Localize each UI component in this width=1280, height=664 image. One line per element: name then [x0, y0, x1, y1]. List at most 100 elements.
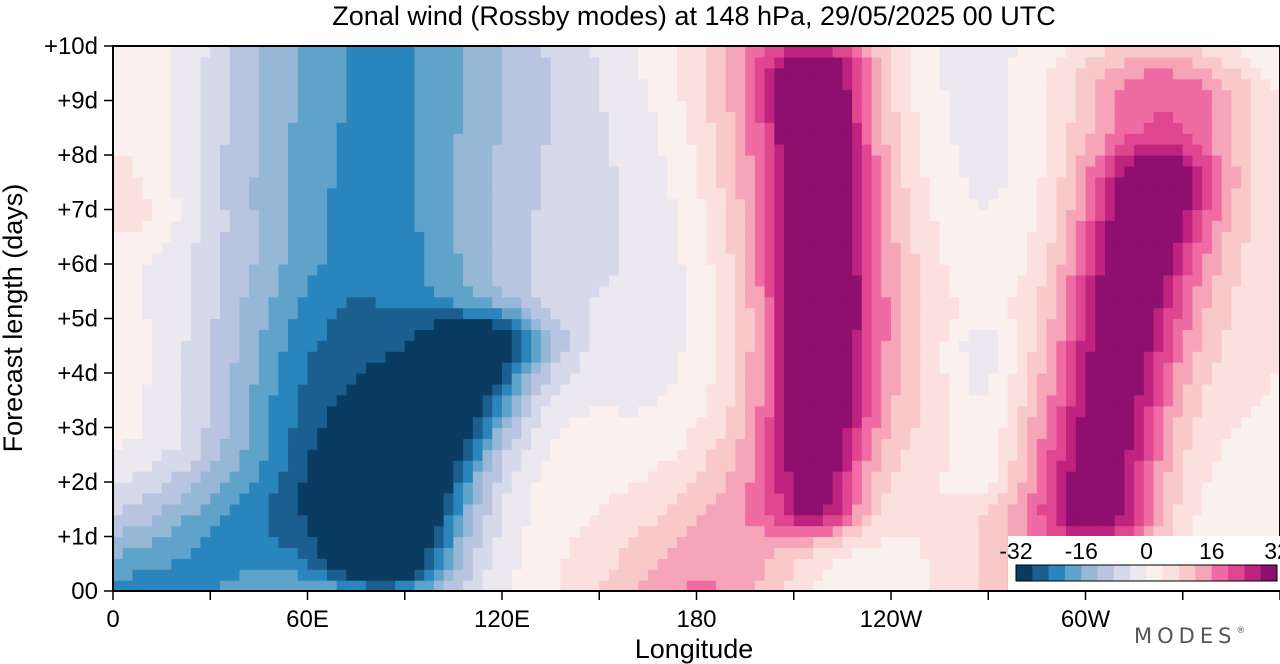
- field-cell: [453, 383, 464, 396]
- field-cell: [550, 165, 561, 178]
- field-cell: [891, 329, 902, 341]
- field-cell: [570, 394, 581, 407]
- field-cell: [336, 165, 347, 178]
- field-cell: [852, 253, 863, 265]
- field-cell: [424, 296, 435, 309]
- field-cell: [531, 525, 542, 538]
- field-cell: [657, 285, 668, 298]
- field-cell: [326, 133, 338, 145]
- field-cell: [842, 176, 853, 189]
- field-cell: [404, 427, 416, 439]
- field-cell: [181, 242, 192, 254]
- field-cell: [579, 492, 591, 505]
- field-cell: [181, 438, 192, 450]
- field-cell: [968, 405, 980, 418]
- field-cell: [239, 449, 250, 461]
- field-cell: [1046, 514, 1057, 527]
- field-cell: [570, 274, 581, 287]
- field-cell: [638, 514, 649, 527]
- field-cell: [988, 394, 999, 407]
- field-cell: [122, 503, 134, 516]
- field-cell: [1202, 405, 1213, 418]
- field-cell: [433, 547, 445, 559]
- field-cell: [210, 514, 221, 527]
- field-cell: [920, 536, 931, 548]
- field-cell: [638, 253, 649, 265]
- field-cell: [365, 176, 377, 189]
- field-cell: [774, 373, 785, 385]
- field-cell: [346, 416, 357, 429]
- field-cell: [511, 285, 523, 298]
- field-cell: [317, 253, 328, 265]
- field-cell: [288, 165, 299, 178]
- field-cell: [1250, 253, 1262, 265]
- field-cell: [1104, 427, 1116, 439]
- field-cell: [521, 242, 532, 254]
- field-cell: [638, 580, 649, 591]
- field-cell: [842, 155, 853, 167]
- field-cell: [1036, 351, 1048, 363]
- field-cell: [949, 580, 960, 591]
- field-cell: [1027, 503, 1038, 516]
- field-cell: [142, 187, 153, 200]
- field-cell: [832, 536, 843, 548]
- field-cell: [579, 209, 591, 221]
- field-cell: [365, 274, 377, 287]
- field-cell: [997, 525, 1009, 538]
- field-cell: [540, 394, 552, 407]
- field-cell: [968, 427, 980, 439]
- field-cell: [570, 492, 581, 505]
- field-cell: [1182, 329, 1194, 341]
- field-cell: [1017, 187, 1028, 200]
- field-cell: [113, 416, 124, 429]
- field-cell: [268, 394, 279, 407]
- field-cell: [1241, 274, 1252, 287]
- field-cell: [852, 296, 863, 309]
- field-cell: [959, 569, 970, 581]
- field-cell: [142, 285, 153, 298]
- field-cell: [404, 558, 416, 570]
- field-cell: [395, 144, 406, 156]
- field-cell: [200, 274, 211, 287]
- field-cell: [356, 198, 367, 211]
- field-cell: [968, 438, 980, 450]
- field-cell: [433, 307, 445, 320]
- field-cell: [326, 492, 338, 505]
- field-cell: [151, 307, 163, 320]
- field-cell: [492, 329, 503, 341]
- field-cell: [1260, 329, 1271, 341]
- field-cell: [317, 525, 328, 538]
- field-cell: [618, 155, 630, 167]
- field-cell: [667, 569, 678, 581]
- field-cell: [667, 373, 678, 385]
- field-cell: [754, 373, 766, 385]
- field-cell: [997, 492, 1009, 505]
- field-cell: [1104, 416, 1116, 429]
- field-cell: [1143, 318, 1155, 330]
- field-cell: [715, 362, 727, 374]
- field-cell: [472, 373, 484, 385]
- field-cell: [803, 274, 814, 287]
- field-cell: [667, 329, 678, 341]
- field-cell: [492, 525, 503, 538]
- field-cell: [1182, 318, 1194, 330]
- field-cell: [200, 460, 211, 472]
- field-cell: [531, 482, 542, 494]
- field-cell: [1095, 296, 1106, 309]
- field-cell: [852, 558, 863, 570]
- field-cell: [375, 492, 386, 505]
- field-cell: [122, 264, 134, 276]
- field-cell: [492, 165, 503, 178]
- field-cell: [511, 144, 523, 156]
- field-cell: [579, 416, 591, 429]
- field-cell: [190, 231, 202, 243]
- field-cell: [618, 285, 630, 298]
- field-cell: [745, 253, 756, 265]
- field-cell: [219, 176, 231, 189]
- field-cell: [667, 525, 678, 538]
- field-cell: [307, 253, 318, 265]
- field-cell: [1202, 525, 1213, 538]
- field-cell: [433, 525, 445, 538]
- field-cell: [774, 133, 785, 145]
- field-cell: [1241, 209, 1252, 221]
